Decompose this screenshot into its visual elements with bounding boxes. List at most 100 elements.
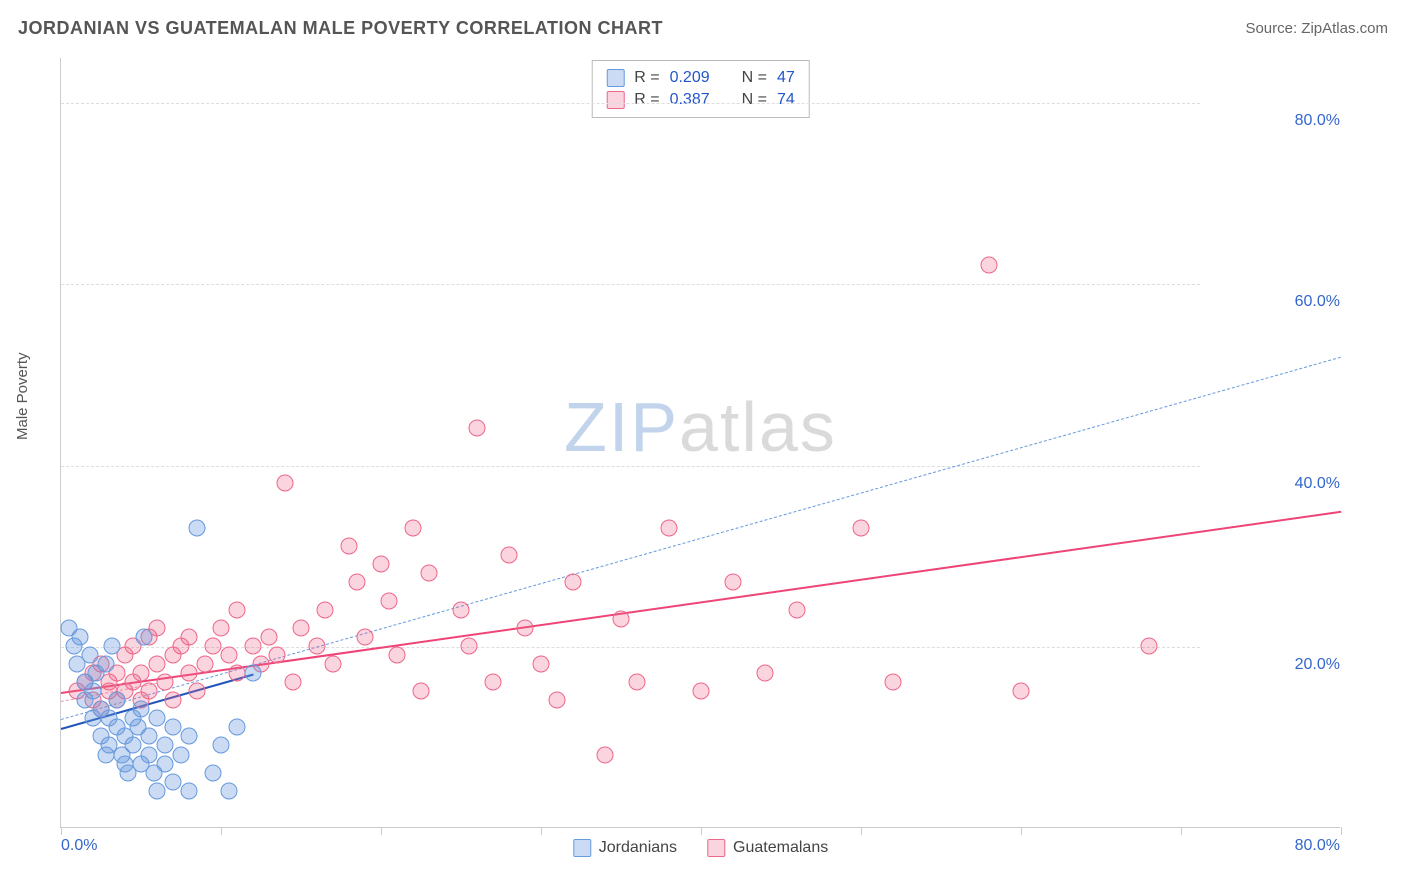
legend-series: Jordanians Guatemalans bbox=[573, 839, 828, 857]
legend-correlation: R = 0.209 N = 47R = 0.387 N = 74 bbox=[591, 60, 810, 118]
gridline-h bbox=[61, 284, 1200, 285]
data-point bbox=[85, 683, 102, 700]
x-tick bbox=[541, 827, 542, 835]
data-point bbox=[133, 665, 150, 682]
legend-r-value: 0.209 bbox=[670, 69, 710, 87]
data-point bbox=[213, 619, 230, 636]
data-point bbox=[693, 683, 710, 700]
chart-title: JORDANIAN VS GUATEMALAN MALE POVERTY COR… bbox=[18, 18, 663, 39]
data-point bbox=[629, 674, 646, 691]
legend-series-label: Guatemalans bbox=[733, 839, 828, 857]
data-point bbox=[549, 692, 566, 709]
data-point bbox=[221, 782, 238, 799]
data-point bbox=[1013, 683, 1030, 700]
data-point bbox=[725, 574, 742, 591]
x-tick bbox=[61, 827, 62, 835]
data-point bbox=[109, 692, 126, 709]
x-tick bbox=[861, 827, 862, 835]
data-point bbox=[141, 746, 158, 763]
data-point bbox=[125, 737, 142, 754]
data-point bbox=[293, 619, 310, 636]
data-point bbox=[981, 257, 998, 274]
legend-r-label: R = bbox=[634, 69, 659, 87]
data-point bbox=[317, 601, 334, 618]
data-point bbox=[405, 520, 422, 537]
data-point bbox=[221, 646, 238, 663]
data-point bbox=[205, 637, 222, 654]
y-tick-label: 80.0% bbox=[1295, 112, 1340, 130]
data-point bbox=[453, 601, 470, 618]
data-point bbox=[469, 420, 486, 437]
legend-n-label: N = bbox=[742, 69, 767, 87]
data-point bbox=[325, 655, 342, 672]
legend-swatch bbox=[606, 69, 624, 87]
y-tick-label: 60.0% bbox=[1295, 293, 1340, 311]
legend-correlation-row: R = 0.209 N = 47 bbox=[606, 67, 795, 89]
x-tick bbox=[221, 827, 222, 835]
data-point bbox=[269, 646, 286, 663]
x-axis-min-label: 0.0% bbox=[61, 837, 97, 855]
data-point bbox=[81, 646, 98, 663]
data-point bbox=[181, 628, 198, 645]
watermark: ZIPatlas bbox=[564, 387, 837, 467]
source-label: Source: ZipAtlas.com bbox=[1245, 20, 1388, 37]
data-point bbox=[357, 628, 374, 645]
legend-correlation-row: R =0.387N =74 bbox=[606, 89, 795, 111]
data-point bbox=[165, 773, 182, 790]
gridline-h bbox=[61, 466, 1200, 467]
legend-n-label: N = bbox=[742, 91, 767, 109]
legend-swatch bbox=[573, 839, 591, 857]
watermark-zip: ZIP bbox=[564, 388, 679, 466]
x-tick bbox=[1021, 827, 1022, 835]
data-point bbox=[485, 674, 502, 691]
data-point bbox=[149, 710, 166, 727]
data-point bbox=[136, 628, 153, 645]
data-point bbox=[461, 637, 478, 654]
data-point bbox=[261, 628, 278, 645]
data-point bbox=[157, 737, 174, 754]
data-point bbox=[597, 746, 614, 763]
data-point bbox=[97, 655, 114, 672]
data-point bbox=[189, 683, 206, 700]
gridline-h bbox=[61, 103, 1200, 104]
data-point bbox=[157, 755, 174, 772]
data-point bbox=[141, 728, 158, 745]
data-point bbox=[165, 719, 182, 736]
data-point bbox=[72, 628, 89, 645]
data-point bbox=[205, 764, 222, 781]
data-point bbox=[1141, 637, 1158, 654]
data-point bbox=[373, 556, 390, 573]
chart-plot-area: ZIPatlas R =0.209N =47R =0.387N =74 Jord… bbox=[60, 58, 1340, 828]
legend-series-item: Guatemalans bbox=[707, 839, 828, 857]
y-axis-label: Male Poverty bbox=[14, 352, 31, 440]
data-point bbox=[309, 637, 326, 654]
x-tick bbox=[1341, 827, 1342, 835]
data-point bbox=[341, 538, 358, 555]
data-point bbox=[285, 674, 302, 691]
data-point bbox=[757, 665, 774, 682]
data-point bbox=[229, 665, 246, 682]
data-point bbox=[165, 692, 182, 709]
data-point bbox=[149, 782, 166, 799]
legend-r-value: 0.387 bbox=[670, 91, 710, 109]
data-point bbox=[613, 610, 630, 627]
legend-swatch bbox=[606, 91, 624, 109]
data-point bbox=[245, 637, 262, 654]
data-point bbox=[181, 665, 198, 682]
data-point bbox=[413, 683, 430, 700]
y-tick-label: 40.0% bbox=[1295, 475, 1340, 493]
data-point bbox=[181, 782, 198, 799]
data-point bbox=[181, 728, 198, 745]
data-point bbox=[789, 601, 806, 618]
data-point bbox=[381, 592, 398, 609]
legend-n-value: 47 bbox=[777, 69, 795, 87]
data-point bbox=[229, 719, 246, 736]
data-point bbox=[533, 655, 550, 672]
data-point bbox=[141, 683, 158, 700]
legend-series-label: Jordanians bbox=[599, 839, 677, 857]
legend-n-value: 74 bbox=[777, 91, 795, 109]
x-tick bbox=[701, 827, 702, 835]
header: JORDANIAN VS GUATEMALAN MALE POVERTY COR… bbox=[18, 18, 1388, 39]
data-point bbox=[349, 574, 366, 591]
data-point bbox=[245, 665, 262, 682]
